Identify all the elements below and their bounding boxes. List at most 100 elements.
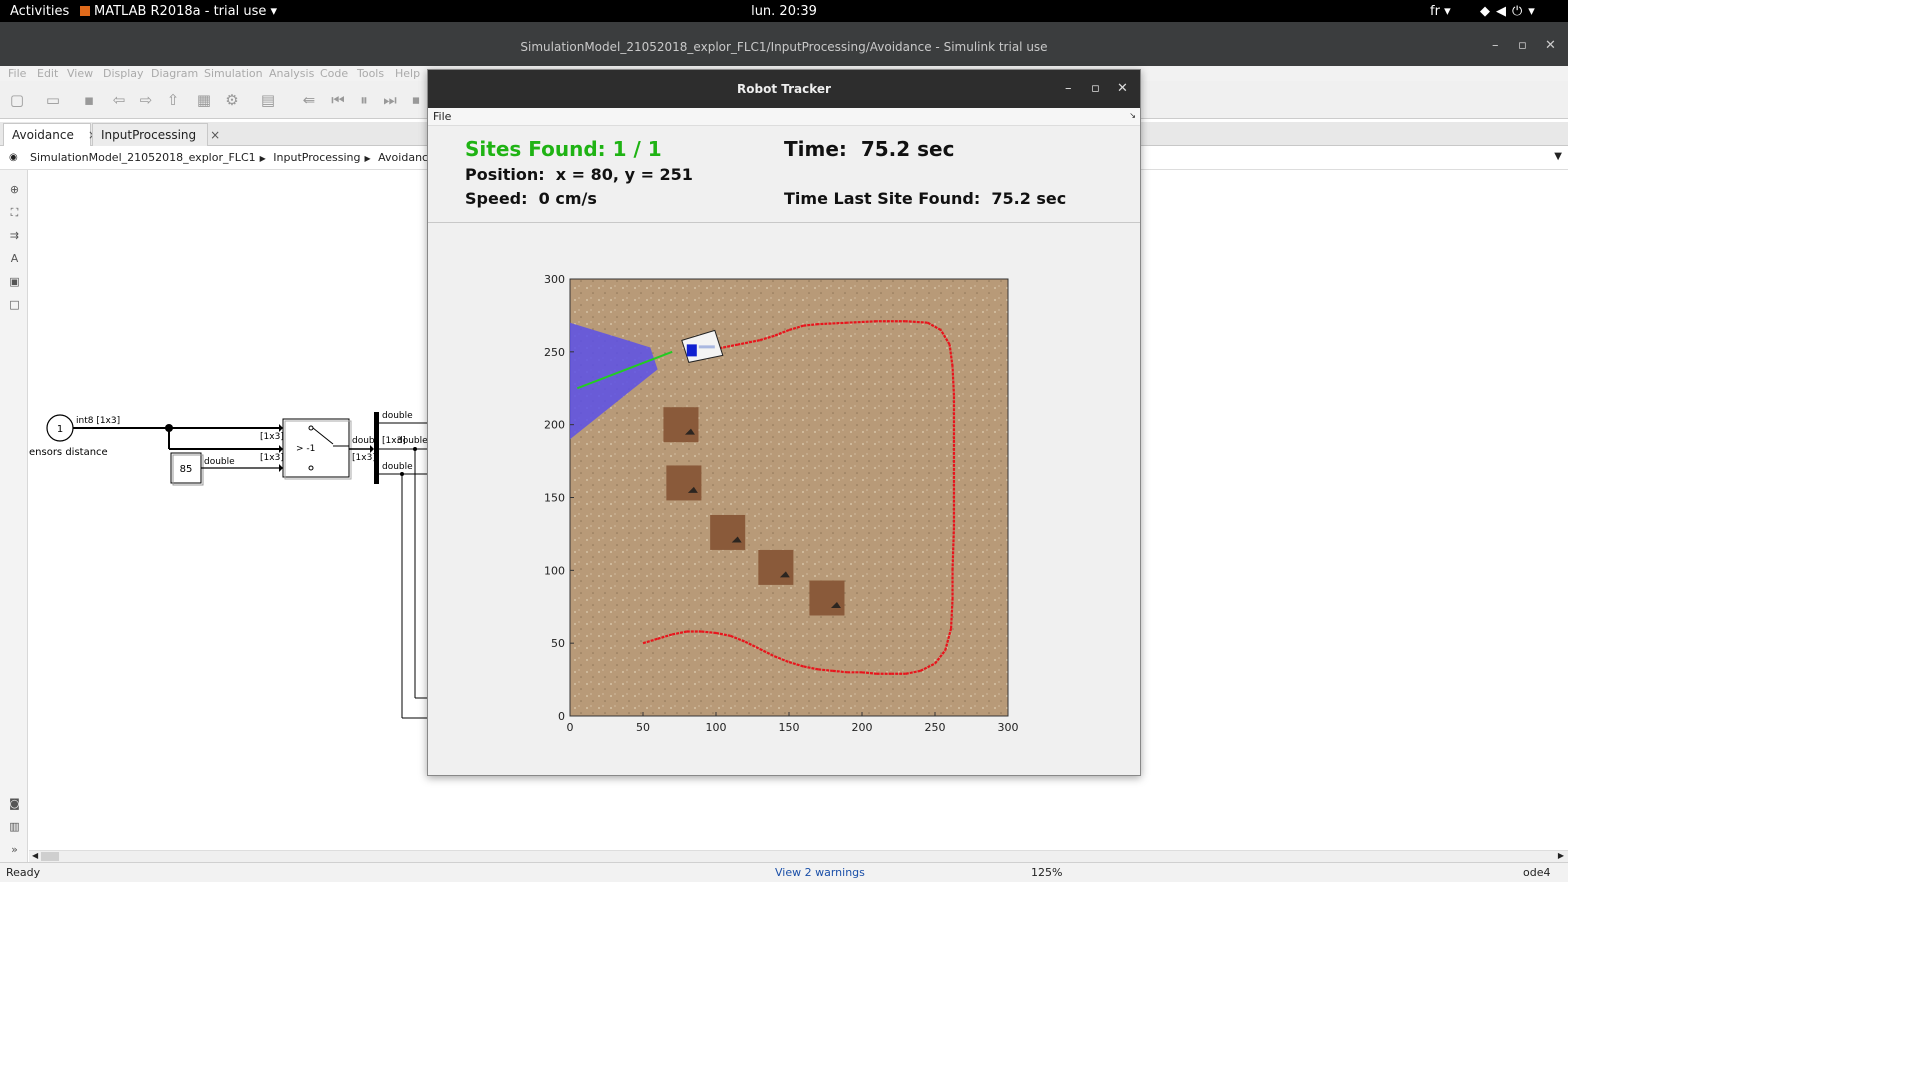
undock-icon[interactable]: ↘	[1129, 111, 1136, 120]
path-segment	[818, 321, 848, 326]
path-segment	[803, 665, 819, 671]
menu-file[interactable]: File	[433, 110, 452, 123]
path-segment	[919, 662, 936, 672]
clock[interactable]: lun. 20:39	[751, 4, 817, 19]
breadcrumb-item-inputprocessing[interactable]: InputProcessing	[273, 151, 361, 164]
sites-found-text: Sites Found: 1 / 1	[465, 137, 662, 161]
save-icon[interactable]: ▪	[83, 91, 95, 109]
tracker-plot[interactable]: 0 50 100 150 200 250 300 0 50 100 150 200 250 300	[428, 224, 1140, 776]
chevron-down-icon[interactable]: ▼	[1554, 151, 1562, 162]
stop-icon[interactable]: ⏹	[412, 91, 420, 109]
system-tray[interactable]: ◆◀⏻▾	[1480, 4, 1541, 19]
constant-block[interactable]	[170, 452, 202, 484]
area-icon[interactable]: □	[9, 298, 20, 311]
zoom-icon[interactable]: ⊕	[9, 183, 20, 196]
site-marker	[663, 407, 699, 443]
step-forward-icon[interactable]: ⏭	[383, 91, 397, 109]
maximize-icon[interactable]: ▫	[1518, 38, 1527, 53]
menu-file[interactable]: File	[8, 67, 27, 80]
inport-type-label: int8 [1x3]	[76, 416, 120, 426]
tracker-info-panel: Sites Found: 1 / 1 Time: 75.2 sec Positi…	[428, 127, 1140, 223]
site-marker	[710, 514, 746, 550]
path-segment	[934, 649, 947, 665]
menu-edit[interactable]: Edit	[37, 67, 59, 80]
close-icon[interactable]: ✕	[1545, 38, 1556, 53]
up-icon[interactable]: ⇧	[166, 91, 180, 109]
model-explorer-icon[interactable]: ▤	[260, 91, 276, 109]
position-text: Position: x = 80, y = 251	[465, 165, 693, 184]
time-last-site-text: Time Last Site Found: 75.2 sec	[784, 189, 1067, 208]
menu-analysis[interactable]: Analysis	[269, 67, 315, 80]
minimize-icon[interactable]: –	[1492, 38, 1499, 53]
image-icon[interactable]: ▣	[9, 275, 20, 288]
close-icon[interactable]: ✕	[1117, 81, 1128, 96]
menu-help[interactable]: Help	[395, 67, 421, 80]
back-icon[interactable]: ⇦	[112, 91, 126, 109]
horizontal-scrollbar[interactable]: ◀ ▶	[29, 850, 1568, 862]
tool-palette: ⊕ ⛶ ⇉ A ▣ □ ◙ ▥ »	[0, 170, 28, 862]
path-segment	[759, 334, 775, 342]
maximize-icon[interactable]: ▫	[1091, 81, 1100, 96]
menu-diagram[interactable]: Diagram	[151, 67, 199, 80]
sensor-ray	[576, 350, 673, 390]
step-back-icon[interactable]: ⇚	[302, 91, 316, 109]
scroll-left-icon[interactable]: ◀	[32, 851, 39, 860]
chevron-right-icon: ▶	[259, 154, 266, 163]
expand-icon[interactable]: »	[11, 843, 18, 856]
sensor-cone	[570, 322, 658, 440]
keyboard-layout[interactable]: fr	[1430, 4, 1440, 19]
tab-inputprocessing[interactable]: InputProcessing ×	[92, 123, 220, 146]
path-segment	[671, 630, 688, 636]
power-icon: ⏻	[1512, 4, 1529, 19]
rock-icon	[779, 571, 790, 578]
demux-block[interactable]	[374, 412, 379, 484]
fit-view-icon[interactable]: ⛶	[10, 206, 19, 219]
switch-out-type: doub	[352, 436, 375, 446]
annotation-icon[interactable]: A	[10, 252, 19, 265]
solver-label[interactable]: ode4	[1523, 866, 1551, 879]
scroll-thumb[interactable]	[41, 852, 59, 861]
app-menu[interactable]: MATLAB R2018a - trial use ▾	[80, 4, 277, 19]
x-tick-label: 150	[779, 721, 800, 734]
minimize-icon[interactable]: –	[1065, 81, 1072, 96]
path-segment	[905, 669, 921, 675]
switch-block[interactable]	[282, 418, 350, 478]
y-tick-label: 200	[544, 419, 565, 432]
arrows-icon[interactable]: ⇉	[9, 229, 20, 242]
path-segment	[847, 320, 877, 324]
close-icon[interactable]: ×	[210, 128, 221, 142]
forward-icon[interactable]: ⇨	[139, 91, 153, 109]
tab-label: Avoidance	[12, 128, 74, 142]
menu-display[interactable]: Display	[103, 67, 144, 80]
breadcrumb-item-model[interactable]: SimulationModel_21052018_explor_FLC1	[30, 151, 256, 164]
menu-code[interactable]: Code	[320, 67, 349, 80]
menu-view[interactable]: View	[67, 67, 94, 80]
activities-button[interactable]: Activities	[10, 4, 70, 19]
model-browser-icon[interactable]: ▥	[9, 820, 20, 833]
site-marker	[809, 580, 845, 616]
pause-icon[interactable]: ⏸	[360, 91, 368, 109]
open-icon[interactable]: ▭	[45, 91, 61, 109]
menu-simulation[interactable]: Simulation	[204, 67, 263, 80]
chevron-down-icon: ▾	[1528, 4, 1541, 19]
robot-sensor	[686, 344, 697, 357]
breadcrumb-item-avoidance[interactable]: Avoidanc	[378, 151, 429, 164]
robot-marker[interactable]	[681, 329, 724, 363]
settings-icon[interactable]: ⚙	[225, 91, 239, 109]
warnings-link[interactable]: View 2 warnings	[775, 866, 865, 879]
rock-icon	[830, 602, 841, 609]
tab-avoidance[interactable]: Avoidance×	[3, 123, 98, 146]
step-icon[interactable]: ⏮	[331, 91, 345, 109]
scroll-right-icon[interactable]: ▶	[1557, 851, 1564, 860]
switch-threshold: > -1	[296, 444, 315, 454]
path-segment	[788, 324, 804, 332]
path-segment	[773, 328, 790, 337]
path-segment	[951, 366, 956, 396]
hide-browser-icon[interactable]: ◉	[9, 152, 18, 163]
library-icon[interactable]: ▦	[196, 91, 212, 109]
menu-tools[interactable]: Tools	[357, 67, 385, 80]
site-patch	[666, 465, 702, 501]
path-segment	[944, 628, 953, 651]
camera-icon[interactable]: ◙	[9, 797, 20, 810]
new-model-icon[interactable]: ▢	[9, 91, 25, 109]
